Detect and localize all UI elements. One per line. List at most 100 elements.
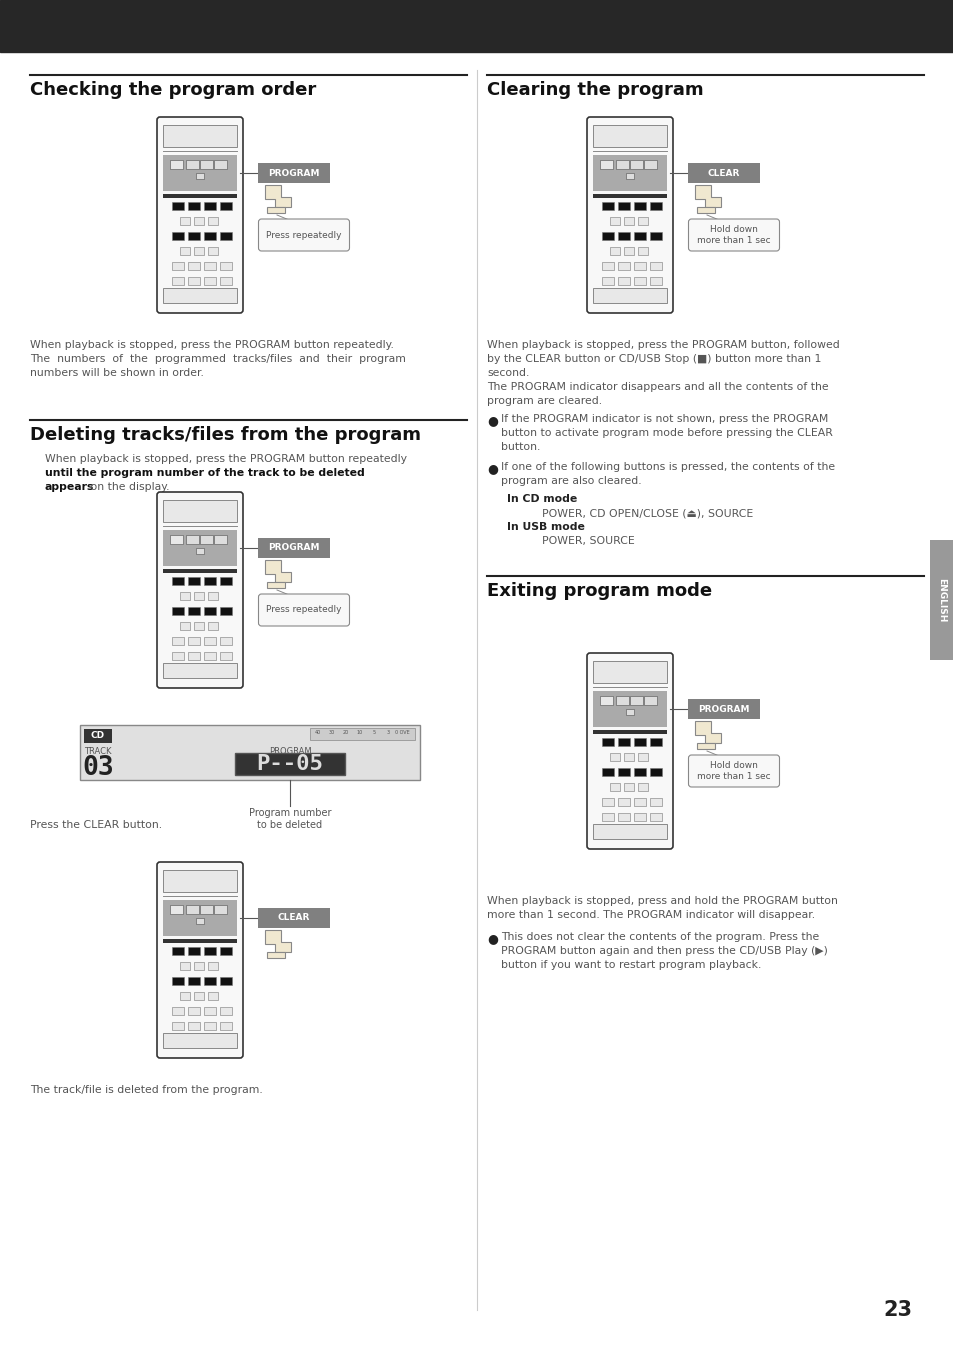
Bar [213,535,227,544]
Bar [593,194,666,198]
Bar [213,904,227,914]
Bar [649,768,661,776]
Text: 03: 03 [82,755,113,782]
Bar [180,593,190,599]
Bar [213,161,227,169]
Bar [257,163,330,184]
Bar [172,202,184,211]
Bar [638,247,647,255]
Bar [687,699,760,720]
Text: Checking the program order: Checking the program order [30,81,315,99]
Text: button to activate program mode before pressing the CLEAR: button to activate program mode before p… [500,428,832,437]
Text: TRACK: TRACK [84,747,112,756]
Bar [623,783,634,791]
Bar [188,637,200,645]
Bar [170,535,183,544]
Bar [163,531,236,566]
Bar [310,728,415,740]
Bar [638,753,647,761]
Bar [172,1007,184,1015]
Bar [163,194,236,198]
Bar [208,247,218,255]
Bar [601,738,614,747]
Text: 10: 10 [356,730,363,734]
Bar [609,783,619,791]
Bar [220,1022,232,1030]
Bar [188,977,200,986]
Bar [616,161,628,169]
Bar [601,798,614,806]
Bar [208,593,218,599]
Bar [609,217,619,225]
Text: PROGRAM: PROGRAM [268,169,319,177]
Bar [601,202,614,211]
Text: PROGRAM: PROGRAM [268,544,319,552]
Text: 40: 40 [314,730,321,734]
Bar [643,697,657,705]
Bar [172,608,184,616]
Bar [208,622,218,630]
FancyBboxPatch shape [688,219,779,251]
Bar [172,1022,184,1030]
Text: 23: 23 [882,1300,911,1320]
Bar [601,262,614,270]
Bar [193,247,204,255]
Text: Press repeatedly: Press repeatedly [266,231,341,239]
Bar [204,608,215,616]
FancyBboxPatch shape [586,117,672,313]
Bar [188,232,200,240]
Bar [204,652,215,660]
Bar [257,909,330,927]
Text: The PROGRAM indicator disappears and all the contents of the: The PROGRAM indicator disappears and all… [486,382,828,391]
Polygon shape [265,560,291,582]
Polygon shape [265,930,291,952]
Bar [180,217,190,225]
Text: 20: 20 [342,730,349,734]
Bar [634,798,645,806]
Bar [220,277,232,285]
Bar [163,1033,236,1048]
Text: ●: ● [486,462,497,475]
Text: PROGRAM button again and then press the CD/USB Play (▶): PROGRAM button again and then press the … [500,946,827,956]
Text: appears: appears [45,482,94,491]
Text: Deleting tracks/files from the program: Deleting tracks/files from the program [30,427,420,444]
Bar [220,232,232,240]
Text: on the display.: on the display. [87,482,170,491]
Bar [163,288,236,302]
Text: Press the CLEAR button.: Press the CLEAR button. [30,819,162,830]
Bar [609,247,619,255]
Bar [601,768,614,776]
Bar [267,582,285,589]
Bar [188,652,200,660]
Bar [186,161,199,169]
FancyBboxPatch shape [157,117,243,313]
Bar [204,977,215,986]
Text: When playback is stopped, press and hold the PROGRAM button: When playback is stopped, press and hold… [486,896,837,906]
Bar [188,608,200,616]
Bar [0,0,953,53]
Bar [593,662,666,683]
Text: This does not clear the contents of the program. Press the: This does not clear the contents of the … [500,931,819,942]
Bar [601,277,614,285]
Text: The track/file is deleted from the program.: The track/file is deleted from the progr… [30,1085,262,1095]
Bar [193,992,204,1000]
Bar [172,637,184,645]
Bar [195,173,204,180]
Bar [80,725,419,780]
Text: If the PROGRAM indicator is not shown, press the PROGRAM: If the PROGRAM indicator is not shown, p… [500,414,827,424]
Bar [643,161,657,169]
Bar [180,622,190,630]
Bar [220,262,232,270]
Bar [609,753,619,761]
Bar [257,539,330,558]
Bar [649,277,661,285]
Polygon shape [695,721,720,743]
Bar [163,663,236,678]
Text: program are also cleared.: program are also cleared. [500,477,641,486]
Text: ●: ● [486,414,497,427]
Bar [649,798,661,806]
Bar [204,262,215,270]
Bar [623,217,634,225]
Bar [193,963,204,971]
Text: Program number
to be deleted: Program number to be deleted [249,809,331,830]
